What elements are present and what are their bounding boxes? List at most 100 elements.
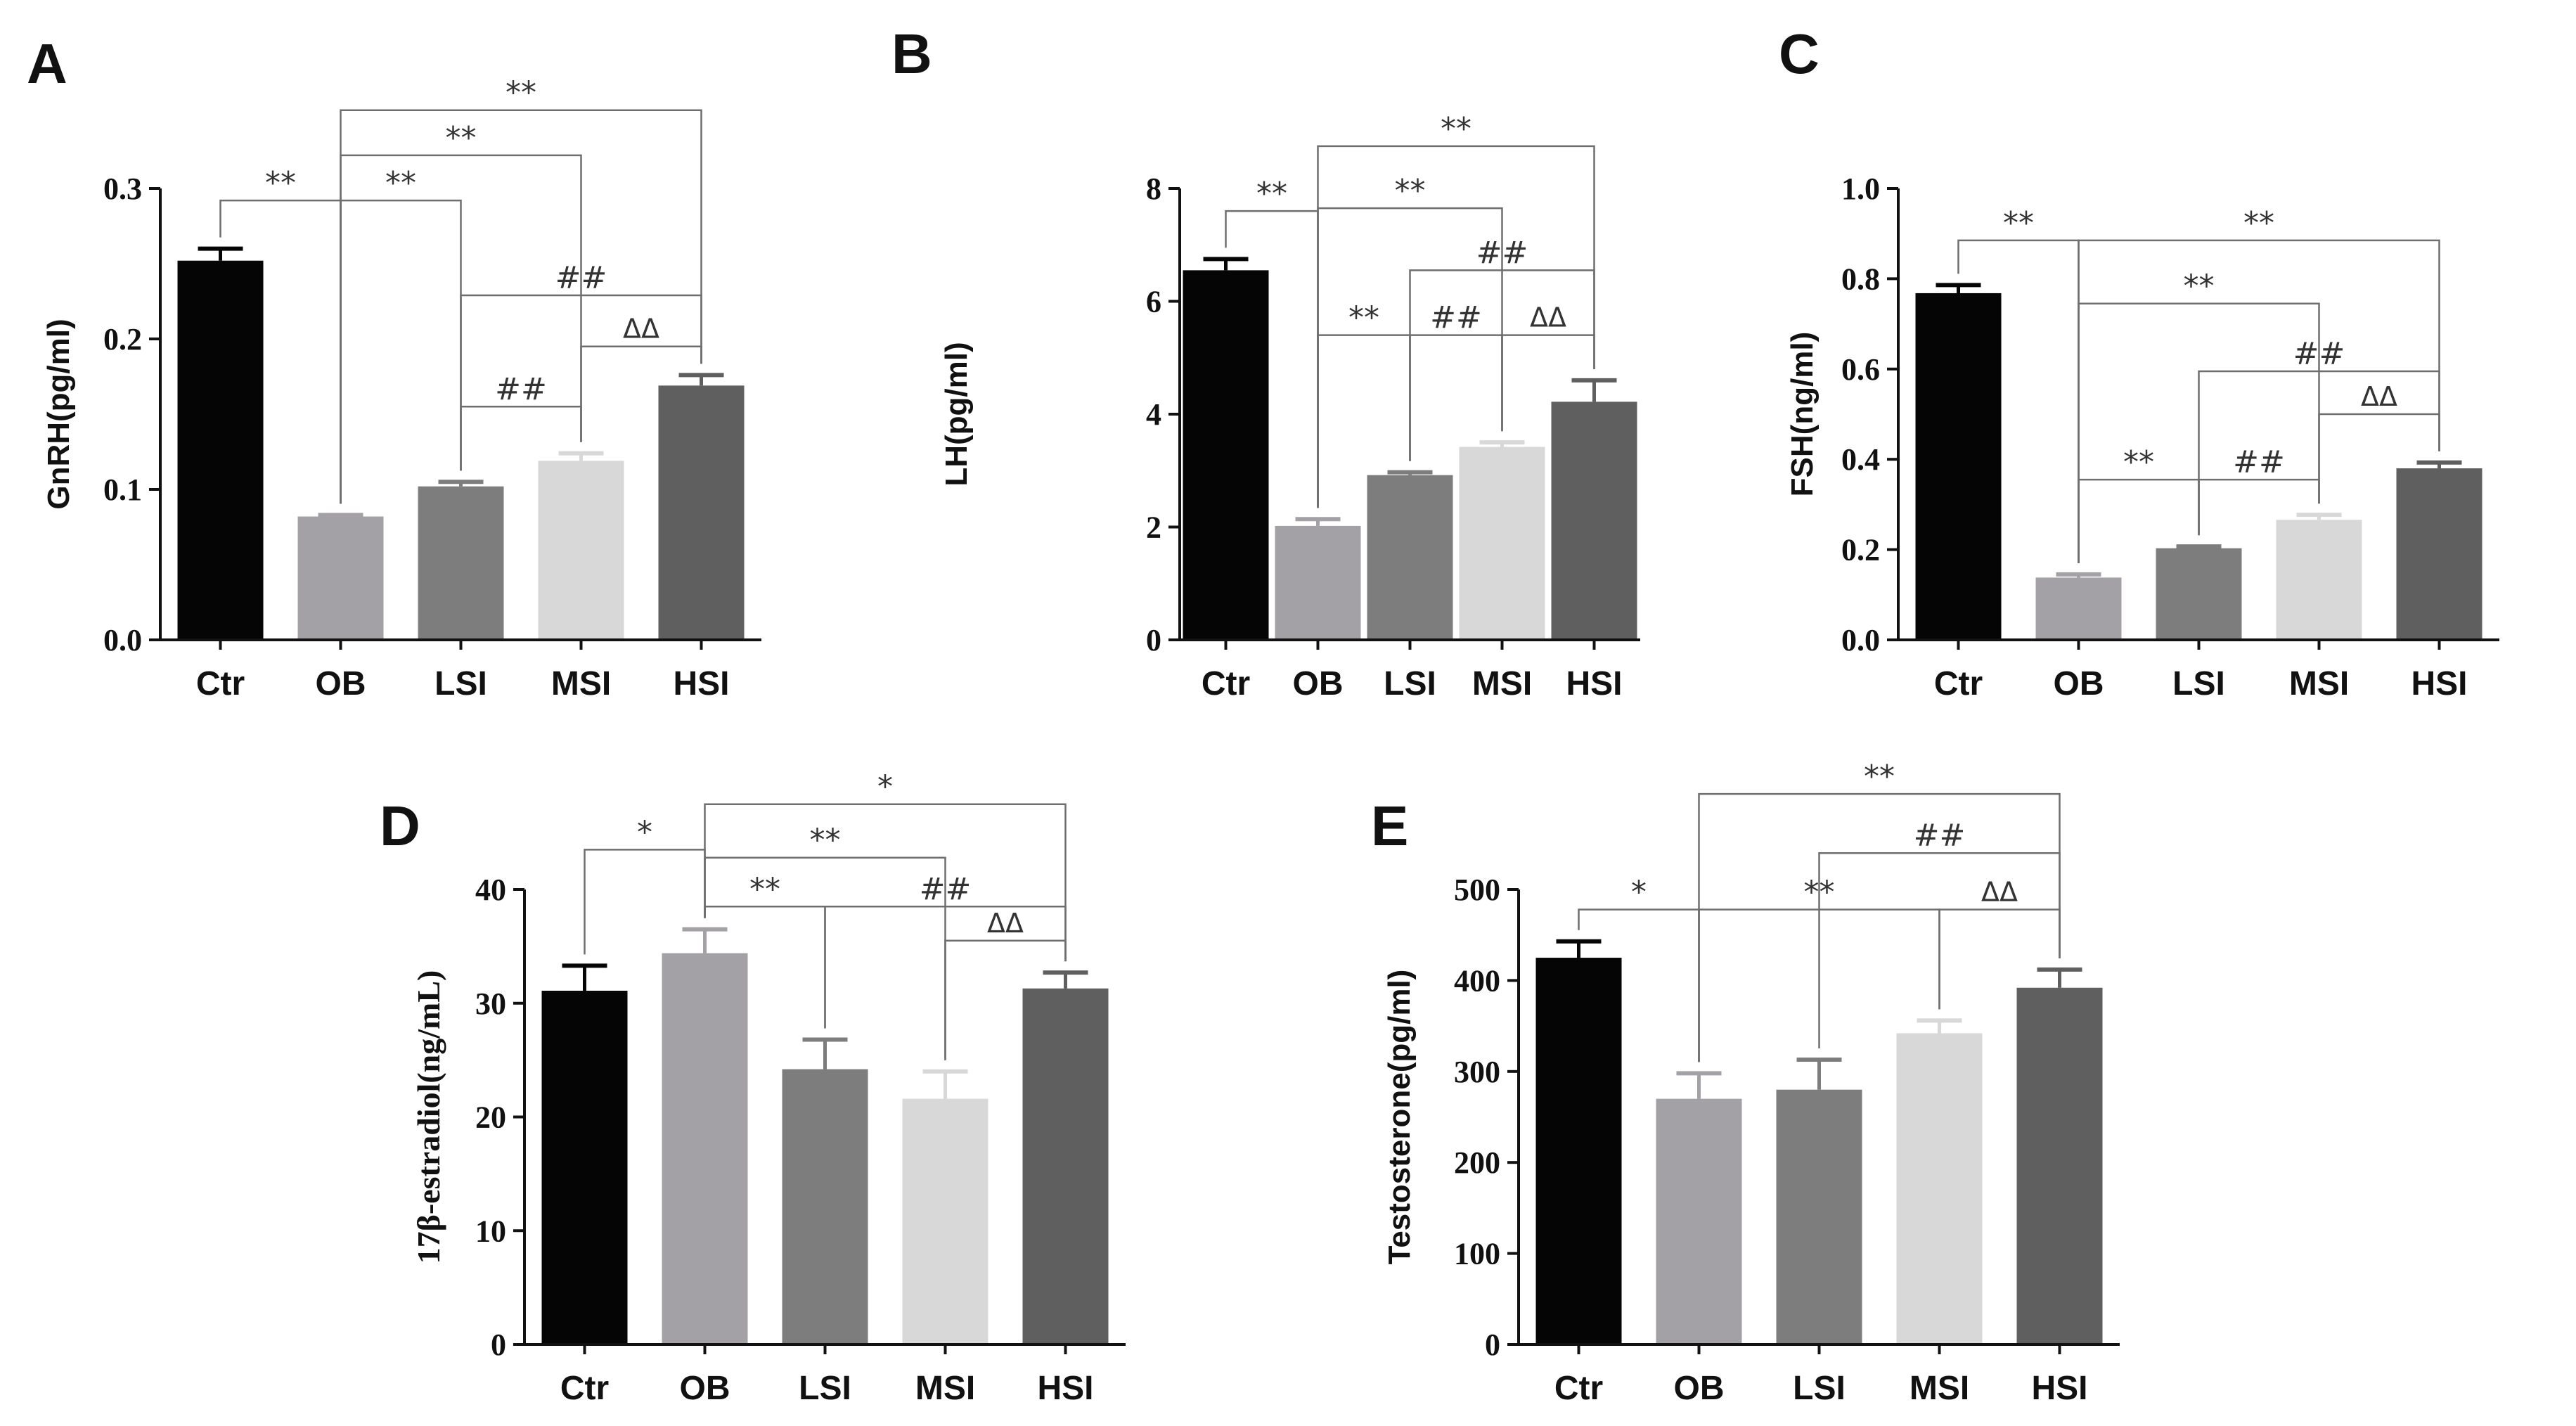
significance-bracket-MSI-HSI	[1501, 334, 1595, 432]
y-tick-label: 10	[475, 1214, 506, 1248]
significance-label-OB-MSI: **	[1395, 173, 1426, 209]
panel-letter-A: A	[27, 32, 67, 95]
y-tick-label: 200	[1454, 1145, 1500, 1180]
x-tick-Ctr: Ctr	[1934, 665, 1983, 702]
x-tick-LSI: LSI	[2172, 665, 2225, 702]
bar-HSI	[2396, 468, 2482, 640]
significance-label-OB-HSI: **	[1864, 759, 1895, 795]
bar-Ctr	[1183, 270, 1269, 640]
bar-Ctr	[1535, 958, 1622, 1344]
significance-label-Ctr-OB: *	[1631, 874, 1647, 910]
significance-bracket-OB-MSI	[2078, 302, 2320, 563]
x-tick-HSI: HSI	[673, 665, 729, 702]
panel-B: B Ctr OB LSI MSI HSI 0 2 4 6 8 LH(pg/ml) ** ** ** ** ##…	[891, 23, 1640, 702]
x-tick-HSI: HSI	[2031, 1370, 2087, 1407]
significance-label-Ctr-OB: *	[637, 814, 652, 850]
x-tick-Ctr: Ctr	[1554, 1370, 1603, 1407]
y-tick-label: 20	[475, 1100, 506, 1135]
significance-label-LSI-HSI: ##	[1476, 235, 1528, 271]
bar-HSI	[658, 385, 745, 640]
significance-bracket-MSI-HSI	[2318, 413, 2440, 504]
y-tick-label: 4	[1146, 397, 1161, 432]
y-tick-label: 0.0	[1841, 623, 1880, 657]
significance-label-Ctr-OB: **	[2003, 205, 2034, 241]
y-tick-label: 0.0	[103, 623, 142, 657]
bar-HSI	[2016, 987, 2103, 1344]
x-tick-OB: OB	[2054, 665, 2104, 702]
x-tick-OB: OB	[1674, 1370, 1725, 1407]
significance-label-Ctr-OB: **	[265, 165, 296, 201]
y-axis-title: GnRH(pg/ml)	[41, 319, 76, 509]
y-tick-label: 30	[475, 987, 506, 1021]
y-tick-label: 1.0	[1841, 172, 1880, 206]
x-tick-MSI: MSI	[2289, 665, 2349, 702]
significance-label-Ctr-OB: **	[1256, 176, 1287, 212]
significance-bracket-LSI-HSI	[460, 294, 702, 471]
significance-label-MSI-HSI: ΔΔ	[1530, 302, 1566, 333]
significance-label-LSI-MSI: ##	[1430, 300, 1482, 336]
significance-label-OB-MSI: **	[2184, 269, 2215, 304]
x-tick-HSI: HSI	[1037, 1370, 1093, 1407]
x-tick-LSI: LSI	[799, 1370, 851, 1407]
bar-Ctr	[1915, 293, 2002, 640]
significance-label-OB-LSI: **	[385, 165, 416, 201]
bar-LSI	[2156, 548, 2242, 640]
significance-label-OB-HSI: **	[505, 75, 536, 111]
y-axis-title: Testosterone(pg/ml)	[1382, 970, 1417, 1265]
panel-A: A Ctr OB LSI MSI HSI 0.0 0.1 0.2 0.3 GnRH(pg/ml) *…	[27, 32, 761, 702]
bar-OB	[1275, 525, 1361, 640]
bar-LSI	[782, 1069, 868, 1344]
y-tick-label: 40	[475, 873, 506, 907]
bar-OB	[662, 953, 748, 1344]
y-tick-label: 100	[1454, 1237, 1500, 1271]
significance-label-MSI-HSI: ΔΔ	[1981, 876, 2018, 907]
y-tick-label: 500	[1454, 873, 1500, 907]
panel-letter-B: B	[891, 23, 932, 85]
bar-OB	[2035, 577, 2122, 640]
significance-label-LSI-HSI: ##	[2293, 336, 2345, 372]
y-tick-label: 0.1	[103, 473, 142, 507]
x-tick-OB: OB	[1293, 665, 1344, 702]
significance-label-OB-MSI: **	[810, 823, 841, 859]
x-tick-MSI: MSI	[1472, 665, 1532, 702]
significance-bracket-MSI-HSI	[1938, 908, 2061, 1010]
bar-LSI	[1776, 1089, 1862, 1344]
bar-MSI	[2276, 520, 2362, 640]
x-tick-OB: OB	[316, 665, 366, 702]
y-axis-title: FSH(ng/ml)	[1785, 332, 1820, 497]
x-tick-HSI: HSI	[1566, 665, 1622, 702]
y-tick-label: 6	[1146, 285, 1161, 319]
significance-bracket-LSI-HSI	[824, 906, 1067, 1029]
x-tick-MSI: MSI	[1910, 1370, 1969, 1407]
panel-C: C Ctr OB LSI MSI HSI 0.0 0.2 0.4 0.6 0.8 1.0 FSH(ng…	[1779, 23, 2499, 702]
y-axis-title: 17β-estradiol(ng/mL)	[411, 970, 446, 1264]
significance-label-LSI-HSI: ##	[920, 871, 972, 907]
bar-MSI	[1896, 1033, 1983, 1344]
significance-bracket-Ctr-OB	[584, 849, 706, 955]
significance-label-OB-LSI: **	[2123, 444, 2154, 480]
significance-label-OB-MSI: **	[446, 120, 477, 156]
y-tick-label: 0.4	[1841, 442, 1880, 477]
significance-bracket-OB-LSI	[340, 199, 462, 504]
significance-label-MSI-HSI: ΔΔ	[987, 908, 1024, 939]
bar-OB	[1656, 1098, 1742, 1344]
x-tick-OB: OB	[680, 1370, 730, 1407]
significance-bracket-OB-HSI	[1698, 792, 2061, 1062]
y-tick-label: 0	[1485, 1328, 1500, 1362]
y-tick-label: 0.8	[1841, 262, 1880, 296]
significance-label-LSI-MSI: ##	[2233, 444, 2285, 480]
significance-label-OB-HSI: **	[1441, 111, 1471, 147]
x-tick-LSI: LSI	[1384, 665, 1436, 702]
bar-Ctr	[177, 260, 264, 641]
bar-HSI	[1551, 402, 1637, 640]
bar-OB	[297, 516, 384, 640]
significance-label-MSI-HSI: ΔΔ	[623, 314, 659, 345]
bar-MSI	[1459, 447, 1545, 640]
y-tick-label: 400	[1454, 963, 1500, 998]
y-tick-label: 0	[1146, 623, 1161, 657]
bar-LSI	[418, 486, 504, 640]
significance-bracket-LSI-HSI	[1818, 852, 2061, 1048]
significance-bracket-LSI-HSI	[2198, 370, 2440, 536]
significance-label-OB-LSI: **	[749, 871, 780, 907]
significance-label-LSI-MSI: ##	[495, 371, 547, 407]
